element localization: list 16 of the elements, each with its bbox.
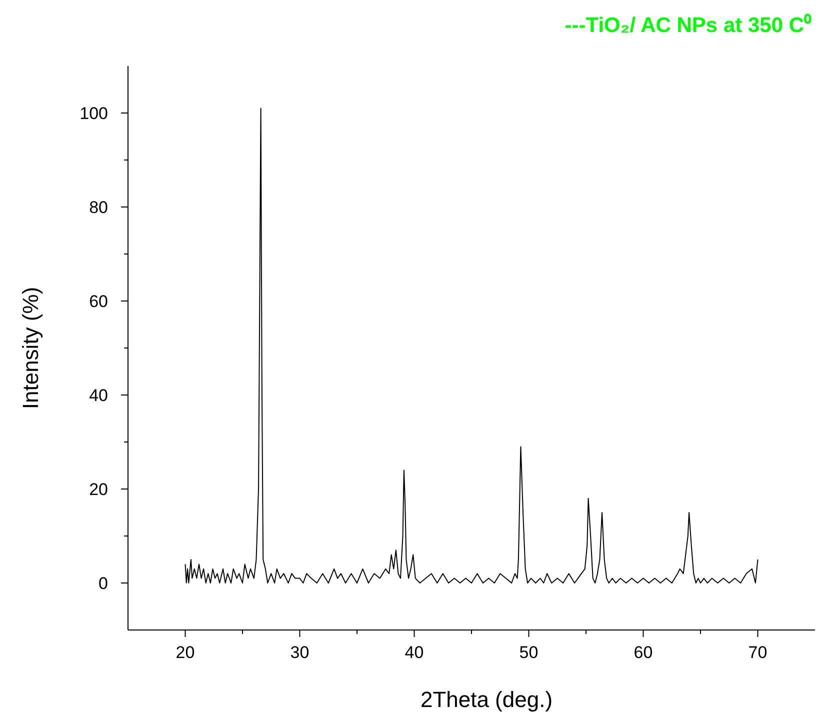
y-tick-label: 100 bbox=[80, 104, 108, 123]
y-tick-label: 60 bbox=[89, 292, 108, 311]
x-tick-label: 60 bbox=[634, 643, 653, 662]
y-tick-label: 80 bbox=[89, 198, 108, 217]
x-tick-label: 20 bbox=[176, 643, 195, 662]
y-tick-label: 40 bbox=[89, 386, 108, 405]
y-tick-label: 20 bbox=[89, 480, 108, 499]
y-axis-title: Intensity (%) bbox=[18, 286, 43, 410]
y-tick-label: 0 bbox=[98, 574, 108, 593]
chart-title: ---TiO₂/ AC NPs at 350 C⁰ bbox=[564, 13, 812, 37]
x-tick-label: 30 bbox=[290, 643, 310, 662]
x-tick-label: 40 bbox=[404, 643, 424, 662]
x-axis-title: 2Theta (deg.) bbox=[420, 687, 553, 712]
x-tick-label: 50 bbox=[519, 643, 538, 662]
x-tick-label: 70 bbox=[748, 643, 768, 662]
line-series bbox=[184, 108, 758, 584]
